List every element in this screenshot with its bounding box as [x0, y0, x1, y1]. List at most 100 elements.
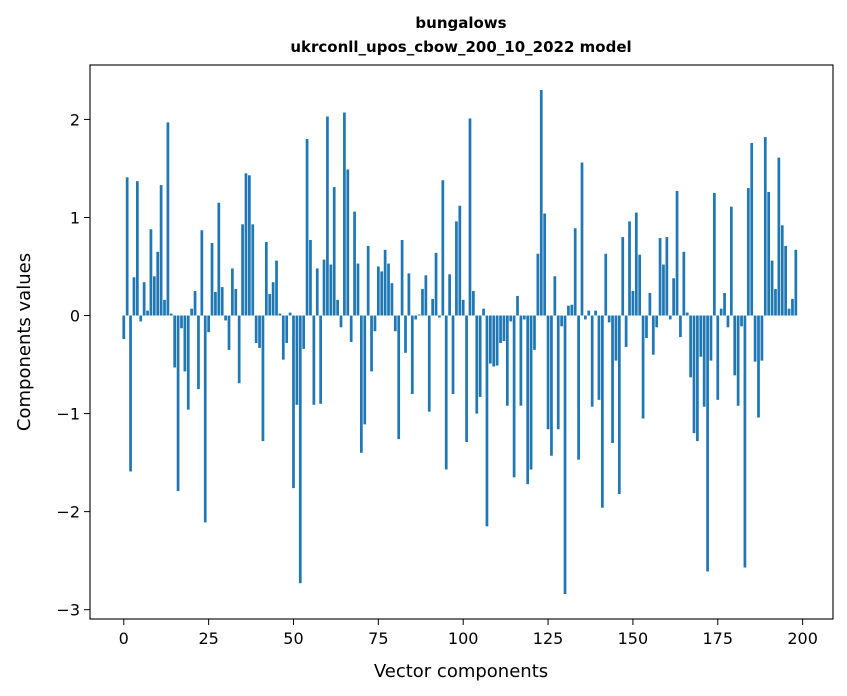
bar [217, 202, 221, 316]
bar [645, 315, 648, 339]
bar [675, 191, 679, 316]
bar [393, 315, 397, 332]
bar [794, 249, 798, 316]
bar [159, 185, 163, 316]
bar [733, 315, 737, 376]
bar [244, 173, 248, 316]
x-tick-label: 25 [198, 629, 218, 648]
bar [607, 315, 611, 323]
bar [278, 313, 282, 316]
x-ticks-group: 0 25 50 75 100 125 150 175 200 [119, 619, 818, 648]
bar [275, 260, 278, 316]
bar [577, 315, 580, 460]
bar [553, 276, 557, 316]
bar [665, 237, 669, 316]
bar [485, 315, 489, 527]
bar [522, 315, 526, 320]
bar [472, 291, 475, 316]
bar [152, 276, 156, 316]
bar [604, 253, 608, 316]
bar [227, 315, 231, 350]
bar [516, 295, 519, 316]
bar [410, 315, 414, 394]
bar [295, 315, 299, 405]
bar [560, 315, 563, 327]
bar [533, 315, 536, 350]
bar [264, 241, 268, 316]
bar [281, 315, 285, 360]
bar [349, 315, 353, 342]
bar [438, 315, 441, 318]
bar [305, 139, 309, 316]
bar [258, 315, 261, 348]
bar [400, 240, 404, 316]
bar [373, 315, 377, 332]
bar [186, 315, 190, 410]
bar [468, 118, 472, 316]
bar [261, 315, 265, 442]
bar [421, 289, 424, 316]
bar [234, 289, 238, 316]
bar [169, 313, 173, 316]
bar [156, 251, 160, 316]
bar [448, 274, 451, 316]
bar [427, 315, 431, 412]
bar [787, 308, 791, 316]
bar [315, 268, 319, 316]
bar [326, 116, 329, 316]
bar [658, 238, 662, 316]
chart-subtitle: ukrconll_upos_cbow_200_10_2022 model [290, 38, 631, 56]
x-tick-label: 100 [448, 629, 479, 648]
bar [214, 291, 217, 316]
bar [407, 273, 411, 316]
bar [383, 249, 387, 316]
bar [567, 305, 570, 316]
y-ticks-group: −3 −2 −1 0 1 2 [56, 110, 90, 620]
bar [682, 251, 686, 316]
bar [302, 315, 306, 349]
bar [397, 315, 401, 440]
bar [760, 315, 764, 361]
bar [465, 315, 468, 443]
bar [641, 315, 645, 419]
bar [689, 315, 692, 378]
x-tick-label: 200 [787, 629, 818, 648]
bar [621, 237, 625, 316]
y-tick-label: −3 [56, 601, 80, 620]
bar [166, 122, 170, 316]
bar [509, 315, 513, 322]
bar [651, 315, 655, 355]
bar [163, 299, 166, 316]
bar [176, 315, 180, 492]
bar [672, 278, 675, 316]
bar [370, 315, 373, 372]
bar [288, 312, 292, 316]
bar [757, 315, 760, 418]
bar [376, 266, 380, 316]
bar [241, 224, 244, 316]
bar [360, 315, 363, 453]
bar [628, 221, 631, 316]
bar [424, 275, 428, 316]
bar [634, 212, 638, 316]
bar [149, 229, 153, 316]
bar [285, 315, 289, 343]
bar [590, 315, 594, 407]
bar [271, 282, 275, 316]
bar [767, 191, 771, 316]
bar [563, 315, 567, 594]
y-tick-label: −1 [56, 405, 80, 424]
bar [573, 228, 577, 316]
x-axis-label: Vector components [374, 661, 548, 682]
bar [631, 291, 635, 316]
bar [679, 315, 682, 338]
bar [655, 315, 659, 328]
bar [417, 314, 421, 316]
bar [455, 221, 458, 316]
x-tick-label: 0 [119, 629, 129, 648]
bar [183, 315, 187, 372]
bar [685, 312, 689, 316]
bar [132, 277, 136, 316]
bar [668, 315, 672, 320]
